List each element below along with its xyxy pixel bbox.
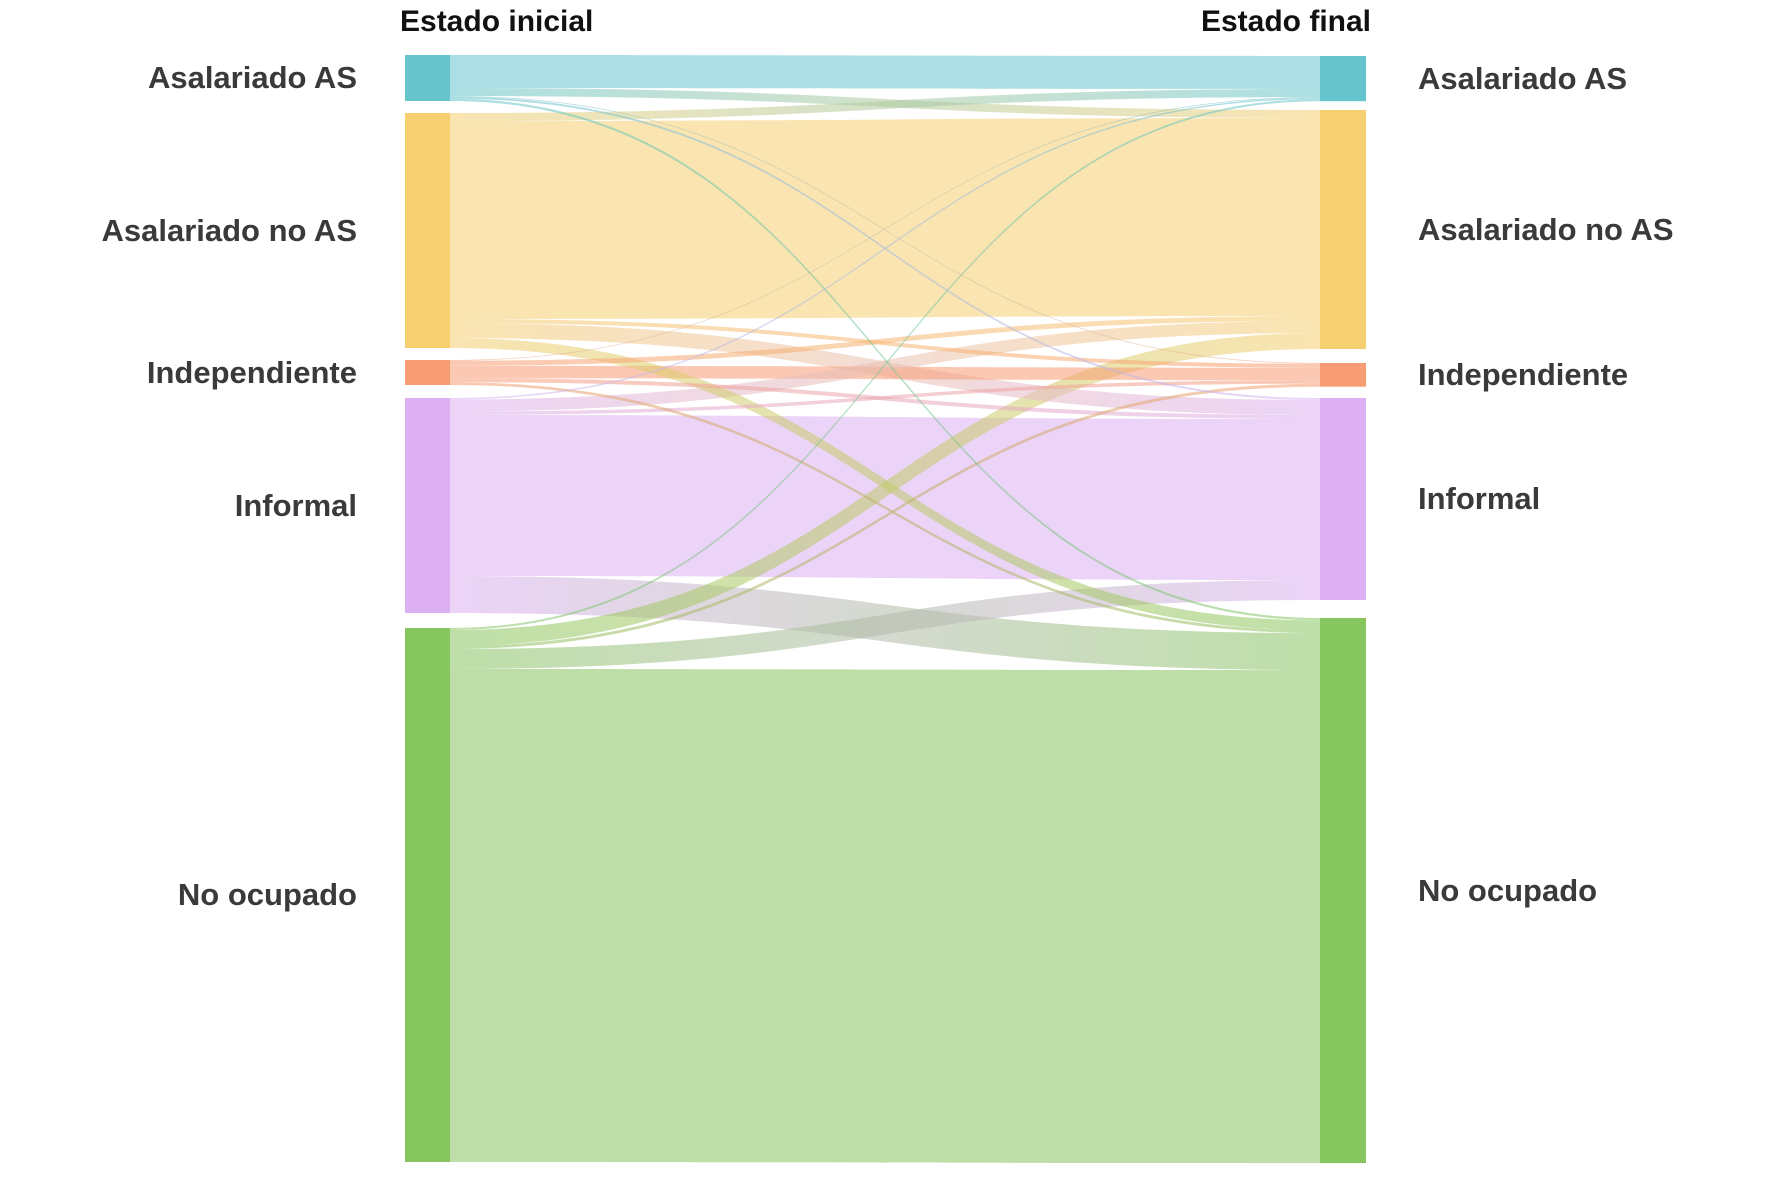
node-label-final-independiente: Independiente — [1418, 356, 1629, 392]
node-final-independiente[interactable] — [1320, 363, 1366, 387]
node-label-final-asalariado-no-as: Asalariado no AS — [1418, 211, 1674, 247]
flow-informal-to-independiente[interactable] — [450, 380, 1320, 415]
node-label-initial-independiente: Independiente — [146, 354, 357, 390]
flow-asalariado-as-to-independiente[interactable] — [450, 96, 1320, 364]
flow-independiente-to-no-ocupado[interactable] — [450, 382, 1320, 634]
flow-informal-to-asalariado-no-as[interactable] — [450, 321, 1320, 412]
node-label-initial-no-ocupado: No ocupado — [177, 877, 357, 912]
node-final-asalariado-as[interactable] — [1320, 56, 1366, 102]
flow-independiente-to-asalariado-as[interactable] — [450, 97, 1320, 361]
flow-asalariado-no-as-to-independiente[interactable] — [450, 319, 1320, 368]
node-initial-asalariado-as[interactable] — [405, 55, 450, 101]
flow-asalariado-no-as-to-asalariado-as[interactable] — [450, 89, 1320, 121]
node-label-final-asalariado-as: Asalariado AS — [1418, 60, 1628, 96]
flow-asalariado-as-to-no-ocupado[interactable] — [450, 98, 1320, 621]
node-label-final-informal: Informal — [1418, 481, 1541, 516]
flow-asalariado-no-as-to-asalariado-no-as[interactable] — [450, 118, 1320, 319]
flow-no-ocupado-to-asalariado-no-as[interactable] — [450, 333, 1320, 646]
flow-asalariado-as-to-asalariado-as[interactable] — [450, 55, 1320, 89]
flow-no-ocupado-to-no-ocupado[interactable] — [450, 669, 1320, 1164]
node-initial-no-ocupado[interactable] — [405, 628, 450, 1162]
node-final-no-ocupado[interactable] — [1320, 618, 1366, 1164]
flow-no-ocupado-to-asalariado-as[interactable] — [450, 99, 1320, 630]
node-label-initial-asalariado-no-as: Asalariado no AS — [101, 212, 357, 248]
node-final-informal[interactable] — [1320, 398, 1366, 600]
flow-asalariado-no-as-to-no-ocupado[interactable] — [450, 338, 1320, 631]
flow-informal-to-asalariado-as[interactable] — [450, 97, 1320, 400]
node-final-asalariado-no-as[interactable] — [1320, 110, 1366, 349]
node-initial-asalariado-no-as[interactable] — [405, 113, 450, 348]
node-label-initial-informal: Informal — [234, 487, 357, 523]
node-initial-informal[interactable] — [405, 398, 450, 613]
flow-independiente-to-asalariado-no-as[interactable] — [450, 316, 1320, 366]
column-title-final: Estado final — [1200, 5, 1371, 38]
column-title-initial: Estado inicial — [400, 5, 594, 38]
flow-no-ocupado-to-independiente[interactable] — [450, 383, 1320, 649]
node-initial-independiente[interactable] — [405, 360, 450, 385]
node-label-initial-asalariado-as: Asalariado AS — [147, 60, 357, 95]
flow-no-ocupado-to-informal[interactable] — [450, 580, 1320, 669]
node-label-final-no-ocupado: No ocupado — [1418, 872, 1598, 908]
